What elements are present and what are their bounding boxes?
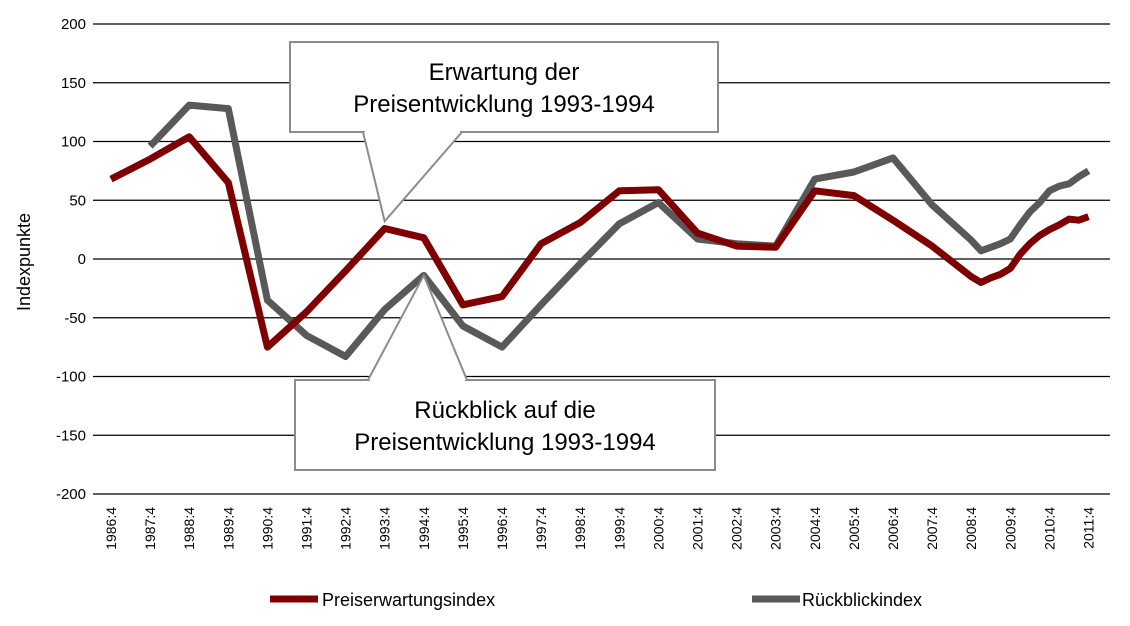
x-tick-label: 1989:4: [220, 507, 236, 550]
y-axis-label: Indexpunkte: [14, 213, 34, 311]
x-tick-label: 1991:4: [299, 507, 315, 550]
legend-label: Rückblickindex: [802, 590, 922, 610]
x-tick-label: 2008:4: [963, 507, 979, 550]
x-tick-label: 1997:4: [533, 507, 549, 550]
series-lines: [109, 101, 1091, 360]
callout-text: Preisentwicklung 1993-1994: [354, 429, 656, 456]
x-tick-label: 1988:4: [181, 507, 197, 550]
x-tick-label: 1992:4: [338, 507, 354, 550]
series-line-rueckblickindex: [147, 101, 1091, 360]
callout-rueckblick: Rückblick auf die Preisentwicklung 1993-1…: [294, 273, 716, 471]
series-line-preiserwartungsindex: [109, 133, 1090, 351]
x-tick-label: 2009:4: [1002, 507, 1018, 550]
x-tick-label: 1998:4: [572, 507, 588, 550]
x-tick-label: 1987:4: [142, 507, 158, 550]
y-axis-ticks: 200 150 100 50 0 -50 -100 -150 -200: [56, 16, 86, 503]
x-tick-label: 2005:4: [846, 507, 862, 550]
x-tick-label: 1999:4: [611, 507, 627, 550]
callout-text: Rückblick auf die: [414, 397, 595, 424]
y-tick-label: -50: [64, 310, 86, 327]
x-tick-label: 2004:4: [807, 507, 823, 550]
x-tick-label: 2006:4: [885, 507, 901, 550]
x-tick-label: 1994:4: [416, 507, 432, 550]
callout-erwartung: Erwartung der Preisentwicklung 1993-1994: [289, 41, 719, 224]
callout-text: Preisentwicklung 1993-1994: [353, 91, 655, 118]
y-tick-label: 150: [61, 75, 86, 92]
callout-box: [294, 379, 716, 471]
x-tick-label: 2010:4: [1041, 507, 1057, 550]
x-tick-label: 2002:4: [729, 507, 745, 550]
x-tick-label: 2000:4: [650, 507, 666, 550]
x-tick-label: 1986:4: [103, 507, 119, 550]
x-tick-label: 2001:4: [690, 507, 706, 550]
legend-item: Rückblickindex: [752, 590, 922, 610]
legend-item: Preiserwartungsindex: [270, 590, 495, 610]
legend: Preiserwartungsindex Rückblickindex: [270, 590, 922, 610]
callout-text: Erwartung der: [429, 59, 580, 86]
x-axis-ticks: 1986:4 1987:4 1988:4 1989:4 1990:4 1991:4 1992…: [103, 507, 1097, 550]
y-tick-label: -200: [56, 486, 86, 503]
x-tick-label: 2003:4: [768, 507, 784, 550]
y-tick-label: -100: [56, 369, 86, 386]
callout-box: [289, 41, 719, 133]
y-tick-label: 0: [78, 251, 86, 268]
y-tick-label: 200: [61, 16, 86, 33]
x-tick-label: 2007:4: [924, 507, 940, 550]
x-tick-label: 1995:4: [455, 507, 471, 550]
legend-label: Preiserwartungsindex: [322, 590, 495, 610]
x-tick-label: 2011:4: [1081, 507, 1097, 549]
y-tick-label: 100: [61, 134, 86, 151]
y-tick-label: -150: [56, 427, 86, 444]
callout-pointer: [367, 273, 468, 381]
x-tick-label: 1996:4: [494, 507, 510, 550]
x-tick-label: 1990:4: [259, 507, 275, 550]
y-tick-label: 50: [69, 192, 86, 209]
callout-pointer: [362, 131, 463, 224]
x-tick-label: 1993:4: [377, 507, 393, 550]
